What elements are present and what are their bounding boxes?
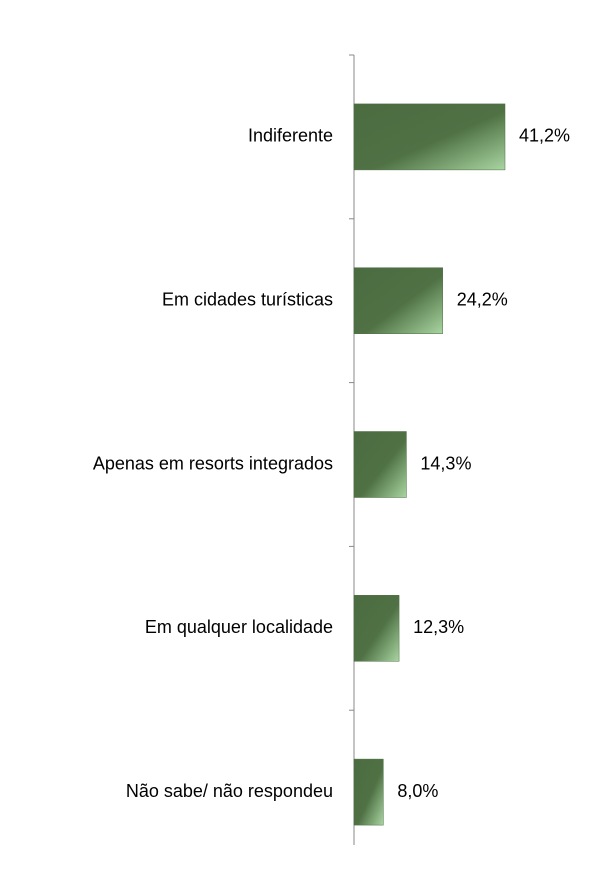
value-label: 24,2% [457, 289, 508, 309]
value-label: 41,2% [519, 126, 570, 146]
bar [353, 758, 384, 826]
category-label: Apenas em resorts integrados [93, 453, 333, 473]
bar [353, 103, 506, 171]
value-label: 8,0% [397, 781, 438, 801]
bar [353, 595, 400, 662]
bar [353, 431, 407, 498]
category-label: Não sabe/ não respondeu [126, 781, 333, 801]
bar [353, 267, 443, 334]
value-label: 14,3% [420, 453, 471, 473]
value-label: 12,3% [413, 617, 464, 637]
category-label: Em cidades turísticas [162, 289, 333, 309]
category-label: Indiferente [248, 126, 333, 146]
category-label: Em qualquer localidade [145, 617, 333, 637]
